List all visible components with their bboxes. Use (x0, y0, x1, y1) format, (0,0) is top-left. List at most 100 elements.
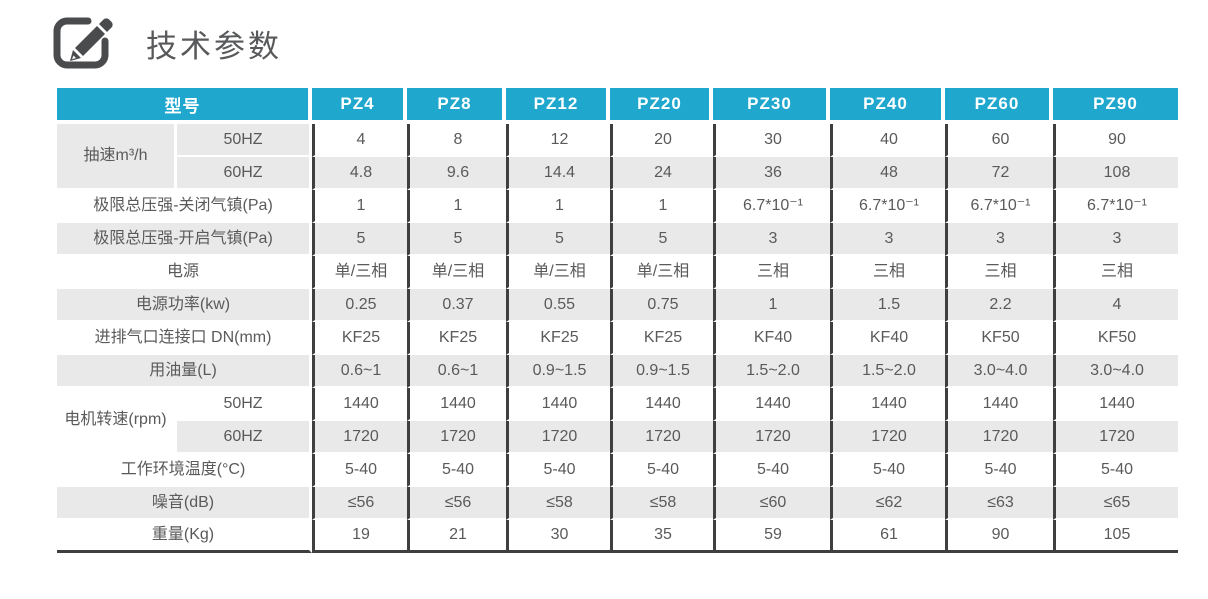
value-cell: 4 (1053, 289, 1178, 322)
value-cell: 9.6 (407, 157, 506, 190)
value-cell: 1720 (407, 421, 506, 454)
corner-header-model: 型号 (57, 88, 312, 124)
value-cell: 1.5 (830, 289, 945, 322)
value-cell: 59 (713, 520, 830, 553)
row-label: 电源 (57, 256, 312, 289)
value-cell: 0.6~1 (312, 355, 407, 388)
value-cell: ≤56 (407, 487, 506, 520)
table-row: 工作环境温度(°C) 5-40 5-40 5-40 5-40 5-40 5-40 5-40 5-… (57, 454, 1178, 487)
value-cell: KF40 (830, 322, 945, 355)
column-header-pz4: PZ4 (312, 88, 407, 124)
column-header-pz90: PZ90 (1053, 88, 1178, 124)
value-cell: 3 (1053, 223, 1178, 256)
column-header-pz20: PZ20 (610, 88, 713, 124)
value-cell: 1440 (713, 388, 830, 421)
value-cell: 1 (312, 190, 407, 223)
column-header-pz12: PZ12 (506, 88, 610, 124)
value-cell: 1720 (312, 421, 407, 454)
value-cell: 72 (945, 157, 1053, 190)
value-cell: 1440 (1053, 388, 1178, 421)
page-title: 技术参数 (146, 28, 282, 64)
value-cell: 5-40 (506, 454, 610, 487)
row-label: 极限总压强-关闭气镇(Pa) (57, 190, 312, 223)
table-row: 重量(Kg) 19 21 30 35 59 61 90 105 (57, 520, 1178, 553)
value-cell: KF25 (506, 322, 610, 355)
row-label: 电源功率(kw) (57, 289, 312, 322)
row-group-label: 抽速m³/h (57, 124, 177, 190)
value-cell: 105 (1053, 520, 1178, 553)
column-header-pz30: PZ30 (713, 88, 830, 124)
value-cell: 1720 (945, 421, 1053, 454)
row-sub-label: 50HZ (177, 124, 312, 157)
value-cell: 1440 (945, 388, 1053, 421)
row-label: 重量(Kg) (57, 520, 312, 553)
value-cell: 90 (945, 520, 1053, 553)
value-cell: 0.9~1.5 (610, 355, 713, 388)
value-cell: 6.7*10⁻¹ (713, 190, 830, 223)
value-cell: 2.2 (945, 289, 1053, 322)
column-header-pz8: PZ8 (407, 88, 506, 124)
value-cell: 5 (407, 223, 506, 256)
value-cell: 1.5~2.0 (830, 355, 945, 388)
value-cell: KF40 (713, 322, 830, 355)
value-cell: 3 (830, 223, 945, 256)
row-sub-label: 50HZ (177, 388, 312, 421)
value-cell: KF25 (312, 322, 407, 355)
value-cell: 1720 (1053, 421, 1178, 454)
value-cell: 3 (945, 223, 1053, 256)
value-cell: 0.9~1.5 (506, 355, 610, 388)
value-cell: 三相 (713, 256, 830, 289)
value-cell: 5-40 (830, 454, 945, 487)
table-row: 抽速m³/h 50HZ 4 8 12 20 30 40 60 90 (57, 124, 1178, 190)
value-cell: 6.7*10⁻¹ (830, 190, 945, 223)
value-cell: 12 (506, 124, 610, 157)
value-cell: 30 (713, 124, 830, 157)
value-cell: 30 (506, 520, 610, 553)
value-cell: 6.7*10⁻¹ (1053, 190, 1178, 223)
row-sub-label: 60HZ (177, 421, 312, 454)
table-row: 电机转速(rpm) 50HZ 1440 1440 1440 1440 1440 1440 144… (57, 388, 1178, 454)
spec-table-container: 型号 PZ4 PZ8 PZ12 PZ20 PZ30 PZ40 PZ60 PZ90 抽速m³/h 5… (57, 88, 1208, 553)
value-cell: 4 (312, 124, 407, 157)
value-cell: 0.25 (312, 289, 407, 322)
value-cell: 36 (713, 157, 830, 190)
value-cell: 5 (312, 223, 407, 256)
section-title-bar: 技术参数 (48, 12, 1208, 74)
value-cell: 48 (830, 157, 945, 190)
row-label: 进排气口连接口 DN(mm) (57, 322, 312, 355)
value-cell: 1440 (610, 388, 713, 421)
value-cell: 1440 (830, 388, 945, 421)
value-cell: 24 (610, 157, 713, 190)
value-cell: ≤58 (506, 487, 610, 520)
row-label: 极限总压强-开启气镇(Pa) (57, 223, 312, 256)
table-head: 型号 PZ4 PZ8 PZ12 PZ20 PZ30 PZ40 PZ60 PZ90 (57, 88, 1178, 124)
value-cell: 35 (610, 520, 713, 553)
row-sub-label: 60HZ (177, 157, 312, 190)
value-cell: 5-40 (312, 454, 407, 487)
table-row: 用油量(L) 0.6~1 0.6~1 0.9~1.5 0.9~1.5 1.5~2.0 1.5… (57, 355, 1178, 388)
row-label: 用油量(L) (57, 355, 312, 388)
table-header-row: 型号 PZ4 PZ8 PZ12 PZ20 PZ30 PZ40 PZ60 PZ90 (57, 88, 1178, 124)
value-cell: 1 (713, 289, 830, 322)
value-cell: 19 (312, 520, 407, 553)
value-cell: 20 (610, 124, 713, 157)
value-cell: 5-40 (407, 454, 506, 487)
value-cell: ≤58 (610, 487, 713, 520)
spec-table: 型号 PZ4 PZ8 PZ12 PZ20 PZ30 PZ40 PZ60 PZ90 抽速m³/h 5… (57, 88, 1178, 553)
column-header-pz40: PZ40 (830, 88, 945, 124)
value-cell: 3 (713, 223, 830, 256)
value-cell: ≤60 (713, 487, 830, 520)
table-row: 电源 单/三相 单/三相 单/三相 单/三相 三相 三相 三相 三相 (57, 256, 1178, 289)
table-row: 电源功率(kw) 0.25 0.37 0.55 0.75 1 1.5 2.2 4 (57, 289, 1178, 322)
table-row: 60HZ 4.8 9.6 14.4 24 36 48 72 108 (57, 157, 1178, 190)
value-cell: 5-40 (713, 454, 830, 487)
value-cell: 1 (407, 190, 506, 223)
value-cell: 14.4 (506, 157, 610, 190)
value-cell: 1720 (610, 421, 713, 454)
value-cell: 三相 (1053, 256, 1178, 289)
row-label: 噪音(dB) (57, 487, 312, 520)
value-cell: 5 (610, 223, 713, 256)
value-cell: 单/三相 (312, 256, 407, 289)
table-row: 噪音(dB) ≤56 ≤56 ≤58 ≤58 ≤60 ≤62 ≤63 ≤65 (57, 487, 1178, 520)
value-cell: 1440 (407, 388, 506, 421)
